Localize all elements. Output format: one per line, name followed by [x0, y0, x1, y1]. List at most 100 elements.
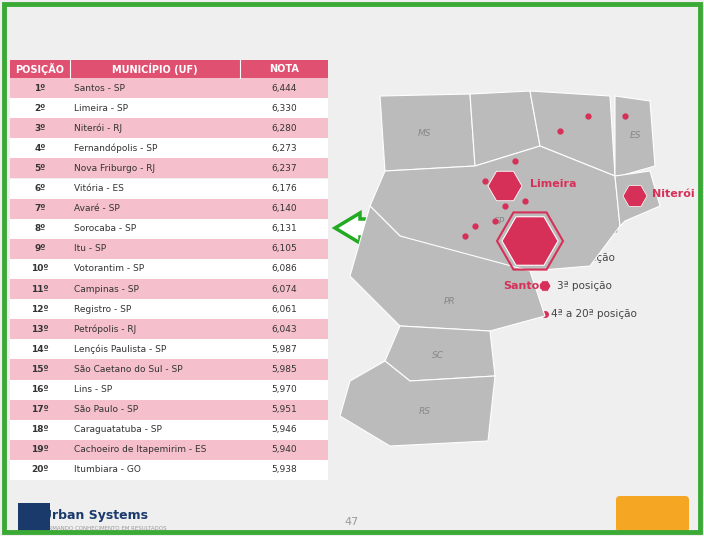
- Bar: [10, 379, 70, 400]
- Bar: [10, 360, 70, 379]
- Bar: [10, 219, 70, 239]
- Polygon shape: [350, 206, 545, 331]
- Text: 18º: 18º: [31, 425, 49, 434]
- Bar: [70, 460, 240, 480]
- Bar: [240, 319, 328, 339]
- Bar: [10, 299, 70, 319]
- Bar: [70, 239, 240, 259]
- Text: POSIÇÃO: POSIÇÃO: [15, 63, 65, 75]
- Text: Petrópolis - RJ: Petrópolis - RJ: [74, 324, 137, 334]
- Bar: [240, 279, 328, 299]
- Text: 10º: 10º: [31, 264, 49, 273]
- Text: 6º: 6º: [34, 184, 46, 193]
- Text: Urban Systems: Urban Systems: [42, 510, 148, 523]
- Text: SMART
CITIES: SMART CITIES: [637, 504, 667, 524]
- Text: 5,970: 5,970: [271, 385, 297, 394]
- Text: 8º: 8º: [34, 224, 46, 233]
- Bar: [70, 118, 240, 138]
- Bar: [10, 138, 70, 159]
- Bar: [10, 239, 70, 259]
- Bar: [70, 178, 240, 199]
- Text: RJ: RJ: [634, 193, 643, 203]
- Text: 15º: 15º: [31, 365, 49, 374]
- Bar: [70, 339, 240, 360]
- Bar: [70, 199, 240, 219]
- Polygon shape: [380, 94, 475, 171]
- Bar: [240, 219, 328, 239]
- Bar: [10, 400, 70, 420]
- Bar: [240, 259, 328, 279]
- Bar: [240, 460, 328, 480]
- Text: Santos - SP: Santos - SP: [74, 84, 125, 93]
- Text: 5º: 5º: [34, 164, 46, 173]
- Text: 4ª a 20ª posição: 4ª a 20ª posição: [551, 309, 637, 319]
- Bar: [70, 60, 240, 78]
- Text: Itumbiara - GO: Itumbiara - GO: [74, 465, 141, 474]
- Text: 6,176: 6,176: [271, 184, 297, 193]
- Text: 6,043: 6,043: [271, 325, 297, 334]
- Text: Itu - SP: Itu - SP: [74, 244, 106, 254]
- Bar: [70, 379, 240, 400]
- Text: Votorantim - SP: Votorantim - SP: [74, 264, 144, 273]
- Text: Campinas - SP: Campinas - SP: [74, 285, 139, 294]
- Text: 6,074: 6,074: [271, 285, 297, 294]
- Bar: [10, 460, 70, 480]
- Text: 6,105: 6,105: [271, 244, 297, 254]
- Text: São Paulo - SP: São Paulo - SP: [74, 405, 138, 414]
- Text: 9º: 9º: [34, 244, 46, 254]
- Bar: [240, 239, 328, 259]
- Text: PR: PR: [444, 296, 455, 306]
- Bar: [10, 279, 70, 299]
- Bar: [70, 159, 240, 178]
- Bar: [70, 299, 240, 319]
- Text: Lençóis Paulista - SP: Lençóis Paulista - SP: [74, 345, 166, 354]
- Text: Limeira: Limeira: [530, 179, 577, 189]
- Polygon shape: [615, 171, 660, 226]
- Bar: [10, 319, 70, 339]
- FancyArrow shape: [335, 213, 490, 243]
- Bar: [240, 440, 328, 460]
- Bar: [240, 178, 328, 199]
- Text: Registro - SP: Registro - SP: [74, 304, 131, 314]
- Text: ES: ES: [629, 131, 641, 140]
- Text: 6,131: 6,131: [271, 224, 297, 233]
- Bar: [240, 400, 328, 420]
- Text: 6,273: 6,273: [271, 144, 297, 153]
- Polygon shape: [370, 146, 620, 271]
- Bar: [240, 339, 328, 360]
- Text: 6,237: 6,237: [271, 164, 297, 173]
- Text: 6,280: 6,280: [271, 124, 297, 133]
- Polygon shape: [530, 91, 615, 176]
- Text: 3ª posição: 3ª posição: [557, 281, 612, 291]
- Text: 12º: 12º: [31, 304, 49, 314]
- Bar: [10, 159, 70, 178]
- Text: Vitória - ES: Vitória - ES: [74, 184, 124, 193]
- Text: 20º: 20º: [31, 465, 49, 474]
- Bar: [70, 420, 240, 440]
- Text: 7º: 7º: [34, 204, 46, 213]
- Text: 5,985: 5,985: [271, 365, 297, 374]
- Text: 6,330: 6,330: [271, 103, 297, 113]
- Bar: [70, 279, 240, 299]
- Text: 6,061: 6,061: [271, 304, 297, 314]
- Bar: [70, 360, 240, 379]
- Text: 4º: 4º: [34, 144, 46, 153]
- Text: 6,086: 6,086: [271, 264, 297, 273]
- Bar: [10, 440, 70, 460]
- Text: 2º: 2º: [34, 103, 46, 113]
- Text: 3º: 3º: [34, 124, 46, 133]
- Text: Lins - SP: Lins - SP: [74, 385, 112, 394]
- Text: 1º: 1º: [34, 84, 46, 93]
- Text: 2ª posição: 2ª posição: [560, 253, 615, 263]
- Bar: [240, 299, 328, 319]
- Bar: [10, 420, 70, 440]
- Bar: [240, 420, 328, 440]
- Bar: [18, 503, 50, 531]
- Text: 5,938: 5,938: [271, 465, 297, 474]
- Bar: [10, 339, 70, 360]
- Text: Niterói: Niterói: [652, 189, 695, 199]
- Bar: [10, 259, 70, 279]
- Polygon shape: [340, 361, 495, 446]
- Bar: [70, 219, 240, 239]
- Text: 11º: 11º: [31, 285, 49, 294]
